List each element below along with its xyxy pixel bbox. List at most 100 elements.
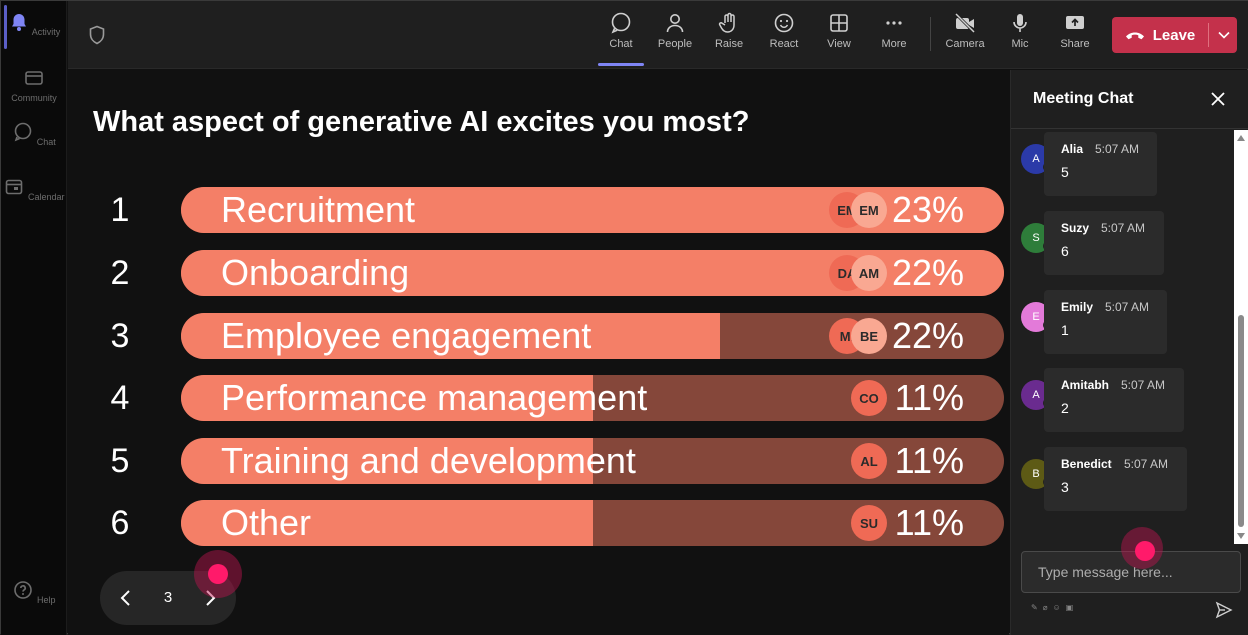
toolbar-mic-button[interactable]: Mic <box>993 11 1047 50</box>
poll-option-number: 2 <box>110 253 130 292</box>
app-rail: Activity Community Chat Calendar Help <box>1 1 67 635</box>
meeting-toolbar: Chat People Raise React View More Camera <box>68 1 1248 69</box>
poll-option-fill <box>181 375 593 421</box>
poll-option-row: 2 Onboarding AM DA 22% <box>68 250 1009 296</box>
poll-option-percent: 22% <box>891 252 964 293</box>
community-icon <box>25 71 43 85</box>
toolbar-chat-button[interactable]: Chat <box>594 11 648 50</box>
chat-timestamp: 5:07 AM <box>1121 378 1166 392</box>
rail-active-indicator <box>4 5 7 49</box>
chat-sender-name: Amitabh <box>1061 378 1109 392</box>
chat-message[interactable]: Suzy 5:07 AM 6 <box>1044 211 1164 275</box>
toolbar-button-label: Share <box>1060 38 1090 50</box>
poll-option-number: 6 <box>110 503 130 542</box>
poll-option-row: 4 Performance management CO 11% <box>68 375 1009 421</box>
poll-option-bar: Other SU 11% <box>181 500 1004 546</box>
chat-scrollbar[interactable] <box>1234 130 1248 544</box>
voter-avatars: AL <box>851 443 887 479</box>
toolbar-share-button[interactable]: Share <box>1048 11 1102 50</box>
voter-avatar: CO <box>851 380 887 416</box>
chat-message[interactable]: Amitabh 5:07 AM 2 <box>1044 368 1184 432</box>
avatar-initial: S <box>1032 232 1040 244</box>
leave-split-divider <box>1208 23 1209 47</box>
voter-avatars: BE MI <box>829 318 887 354</box>
voter-avatars: CO <box>851 380 887 416</box>
send-icon[interactable] <box>1215 601 1233 619</box>
poll-option-row: 5 Training and development AL 11% <box>68 438 1009 484</box>
toolbar-button-label: Mic <box>1011 38 1029 50</box>
rail-item-calendar[interactable]: Calendar <box>1 176 67 202</box>
hang-up-icon <box>1125 32 1144 40</box>
leave-main[interactable]: Leave <box>1112 17 1208 53</box>
chat-message-text: 2 <box>1061 400 1069 416</box>
poll-option-row: 3 Employee engagement BE MI 22% <box>68 313 1009 359</box>
rail-item-chat[interactable]: Chat <box>1 121 67 147</box>
toolbar-people-button[interactable]: People <box>648 11 702 50</box>
chat-message-text: 6 <box>1061 243 1069 259</box>
avatar-initial: B <box>1032 468 1040 480</box>
shield-icon[interactable] <box>88 25 106 45</box>
chat-sender-name: Benedict <box>1061 457 1112 471</box>
poll-option-bar: Employee engagement BE MI 22% <box>181 313 1004 359</box>
toolbar-view-button[interactable]: View <box>812 11 866 50</box>
poll-option-percent: 22% <box>891 315 964 356</box>
close-icon[interactable] <box>1209 90 1227 108</box>
poll-option-label: Recruitment <box>221 189 416 230</box>
rail-item-label: Activity <box>31 27 61 37</box>
poll-option-label: Employee engagement <box>221 315 592 356</box>
rail-item-label: Community <box>11 93 57 103</box>
calendar-icon <box>6 179 23 195</box>
toolbar-camera-button[interactable]: Camera <box>938 11 992 50</box>
poll-option-bar: Training and development AL 11% <box>181 438 1004 484</box>
chat-sender-name: Emily <box>1061 300 1094 314</box>
toolbar-react-button[interactable]: React <box>757 11 811 50</box>
poll-option-fill <box>181 438 593 484</box>
gif-icon[interactable]: ▣ <box>1065 603 1074 612</box>
chat-panel-title: Meeting Chat <box>1033 90 1134 107</box>
chat-sender-name: Alia <box>1061 142 1084 156</box>
chevron-right-icon[interactable] <box>198 586 222 610</box>
voter-avatars: AM DA <box>829 255 887 291</box>
rail-item-label: Calendar <box>27 192 65 202</box>
rail-item-help[interactable]: Help <box>1 579 67 605</box>
smile-icon <box>774 13 794 33</box>
people-icon <box>666 14 684 33</box>
leave-label: Leave <box>1152 26 1196 44</box>
poll-option-percent: 11% <box>894 377 964 418</box>
poll-results-stage: What aspect of generative AI excites you… <box>68 70 1009 635</box>
chat-icon <box>611 12 631 34</box>
chat-compose-box[interactable] <box>1021 551 1241 593</box>
toolbar-more-button[interactable]: More <box>867 11 921 50</box>
leave-options-button[interactable] <box>1210 17 1237 53</box>
toolbar-divider <box>930 17 931 51</box>
chat-message-input[interactable] <box>1022 552 1240 592</box>
voter-avatar: AL <box>851 443 887 479</box>
scroll-thumb[interactable] <box>1238 315 1244 527</box>
rail-item-activity[interactable]: Activity <box>1 11 67 37</box>
poll-option-label: Training and development <box>221 440 636 481</box>
avatar-initial: A <box>1032 153 1040 165</box>
chat-message[interactable]: Alia 5:07 AM 5 <box>1044 132 1157 196</box>
poll-option-number: 3 <box>110 316 130 355</box>
current-page-number: 3 <box>163 589 173 606</box>
toolbar-raise-button[interactable]: Raise <box>702 11 756 50</box>
avatar-initial: E <box>1032 311 1040 323</box>
scroll-up-arrow[interactable] <box>1237 135 1245 141</box>
format-icon[interactable]: ✎ <box>1031 603 1038 612</box>
emoji-icon[interactable]: ☺ <box>1052 603 1061 612</box>
rail-item-community[interactable]: Community <box>1 67 67 103</box>
voter-avatar: SU <box>851 505 887 541</box>
toolbar-button-label: Chat <box>609 38 633 50</box>
pointer-highlight <box>194 550 242 598</box>
poll-option-number: 5 <box>110 441 130 480</box>
chevron-left-icon[interactable] <box>114 586 138 610</box>
poll-option-fill <box>181 500 593 546</box>
leave-button[interactable]: Leave <box>1112 17 1237 53</box>
rail-item-label: Help <box>37 595 56 605</box>
scroll-down-arrow[interactable] <box>1237 533 1245 539</box>
poll-option-percent: 11% <box>894 440 964 481</box>
chat-message[interactable]: Benedict 5:07 AM 3 <box>1044 447 1187 511</box>
chat-message[interactable]: Emily 5:07 AM 1 <box>1044 290 1167 354</box>
share-icon <box>1066 16 1084 29</box>
attach-icon[interactable]: ⌀ <box>1042 603 1048 612</box>
